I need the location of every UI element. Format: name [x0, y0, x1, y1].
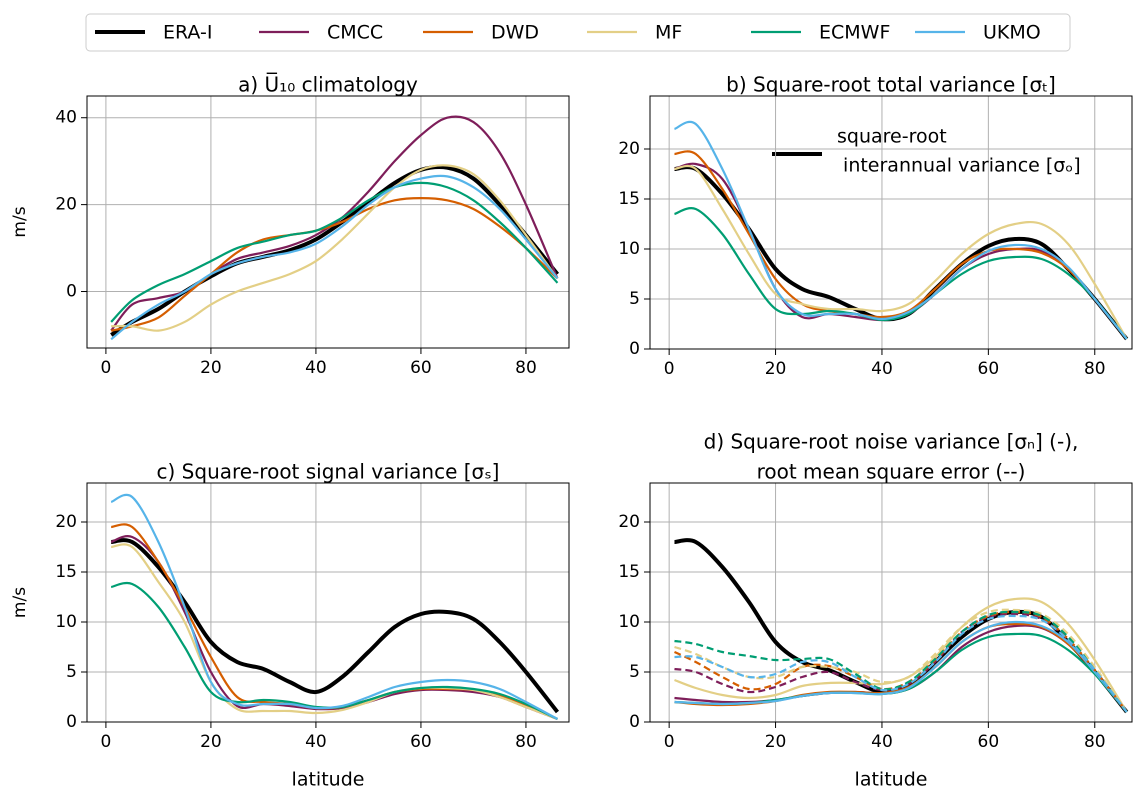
- series-line: [674, 620, 1128, 713]
- x-tick-label: 20: [200, 732, 222, 752]
- x-tick-label: 40: [305, 732, 327, 752]
- annotation: square-root: [837, 126, 947, 148]
- series-line: [674, 614, 1128, 713]
- x-axis-label: latitude: [292, 769, 365, 791]
- series-line: [110, 115, 559, 332]
- y-axis-label: m/s: [10, 587, 30, 618]
- series-line: [110, 581, 558, 720]
- series-line: [110, 174, 559, 341]
- y-tick-label: 0: [66, 282, 77, 302]
- y-tick-label: 0: [629, 712, 640, 732]
- x-tick-label: 80: [1084, 732, 1106, 752]
- x-tick-label: 60: [410, 732, 432, 752]
- x-tick-label: 20: [765, 732, 787, 752]
- x-tick-label: 20: [200, 358, 222, 378]
- x-axis-label: latitude: [855, 769, 928, 791]
- panel-title: d) Square-root noise variance [σₙ] (-),: [704, 430, 1079, 454]
- y-tick-label: 10: [55, 612, 77, 632]
- y-tick-label: 5: [629, 289, 640, 309]
- series-line: [674, 120, 1128, 340]
- y-tick-label: 20: [618, 139, 640, 159]
- legend-label: MF: [655, 22, 682, 44]
- series-line: [674, 164, 1128, 340]
- y-tick-label: 15: [618, 562, 640, 582]
- panel-title: root mean square error (--): [757, 460, 1026, 484]
- x-tick-label: 0: [100, 358, 111, 378]
- axes-frame: [86, 95, 570, 349]
- x-tick-label: 20: [765, 359, 787, 379]
- panel-title: b) Square-root total variance [σₜ]: [726, 73, 1056, 97]
- legend-label: CMCC: [327, 22, 383, 44]
- axes-frame: [649, 95, 1133, 350]
- x-tick-label: 80: [515, 732, 537, 752]
- series-line: [674, 150, 1128, 340]
- series-line: [110, 493, 558, 720]
- y-axis-label: m/s: [10, 206, 30, 237]
- x-tick-label: 60: [978, 732, 1000, 752]
- y-tick-label: 20: [618, 512, 640, 532]
- legend-label: ECMWF: [819, 22, 890, 44]
- legend-label: DWD: [491, 22, 539, 44]
- x-tick-label: 0: [664, 732, 675, 752]
- y-tick-label: 20: [55, 512, 77, 532]
- y-tick-label: 40: [55, 108, 77, 128]
- series-line: [674, 624, 1128, 713]
- series-line: [674, 632, 1128, 713]
- x-tick-label: 60: [978, 359, 1000, 379]
- y-tick-label: 10: [618, 239, 640, 259]
- y-tick-label: 0: [629, 339, 640, 359]
- series-line: [110, 165, 560, 337]
- x-tick-label: 40: [305, 358, 327, 378]
- annotation: interannual variance [σₒ]: [837, 155, 1081, 177]
- y-tick-label: 20: [55, 195, 77, 215]
- y-tick-label: 5: [629, 662, 640, 682]
- x-tick-label: 80: [1084, 359, 1106, 379]
- x-tick-label: 40: [871, 732, 893, 752]
- x-tick-label: 60: [410, 358, 432, 378]
- y-tick-label: 15: [55, 562, 77, 582]
- y-tick-label: 0: [66, 712, 77, 732]
- series-line: [110, 181, 559, 323]
- x-tick-label: 0: [100, 732, 111, 752]
- series-line: [111, 164, 559, 332]
- x-tick-label: 80: [515, 358, 537, 378]
- legend-label: UKMO: [983, 22, 1041, 44]
- series-line: [674, 207, 1128, 340]
- y-tick-label: 10: [618, 612, 640, 632]
- series-line: [674, 610, 1128, 713]
- axes-frame: [86, 482, 570, 723]
- legend-label: ERA-I: [163, 22, 212, 44]
- series-line: [674, 162, 1128, 340]
- series-line: [110, 197, 559, 332]
- series-line: [674, 608, 1128, 713]
- series-line: [674, 610, 1128, 713]
- y-tick-label: 5: [66, 662, 77, 682]
- axes-frame: [649, 482, 1133, 723]
- x-tick-label: 40: [871, 359, 893, 379]
- x-tick-label: 0: [664, 359, 675, 379]
- y-tick-label: 15: [618, 189, 640, 209]
- panel-title: a) U̅₁₀ climatology: [238, 72, 418, 97]
- panel-title: c) Square-root signal variance [σₛ]: [157, 460, 500, 484]
- legend-frame: [85, 13, 1071, 52]
